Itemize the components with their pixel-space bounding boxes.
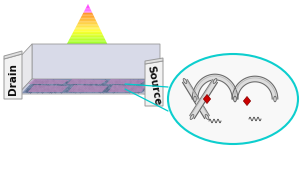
Polygon shape [87,4,89,5]
Polygon shape [145,58,163,64]
Polygon shape [203,94,211,104]
Polygon shape [57,60,116,62]
Polygon shape [183,80,209,119]
Polygon shape [22,79,157,93]
Ellipse shape [234,96,236,102]
Polygon shape [67,79,107,84]
Polygon shape [61,53,112,55]
Polygon shape [47,81,126,82]
Polygon shape [65,46,109,47]
Polygon shape [44,85,128,87]
Polygon shape [18,79,160,94]
Polygon shape [106,79,146,84]
Polygon shape [63,49,110,50]
Polygon shape [243,97,251,105]
Polygon shape [57,62,117,64]
Polygon shape [52,71,121,72]
Polygon shape [80,17,95,19]
Polygon shape [192,74,238,99]
Polygon shape [72,33,103,34]
Ellipse shape [234,96,236,102]
Text: Source: Source [145,64,162,106]
Polygon shape [51,72,122,74]
Polygon shape [86,7,90,8]
Polygon shape [70,36,104,37]
Polygon shape [84,10,92,11]
Ellipse shape [190,115,194,119]
Polygon shape [73,32,102,33]
Polygon shape [4,54,22,99]
Polygon shape [74,29,101,30]
Polygon shape [145,61,163,106]
Polygon shape [68,40,106,42]
Polygon shape [63,50,111,52]
Polygon shape [50,75,123,77]
Polygon shape [190,80,217,119]
Ellipse shape [168,54,298,144]
Polygon shape [45,84,127,85]
Polygon shape [55,65,118,66]
Polygon shape [18,44,32,94]
Polygon shape [32,44,160,94]
Polygon shape [71,34,103,36]
Polygon shape [68,85,108,92]
Polygon shape [76,24,98,26]
Polygon shape [83,13,93,14]
Ellipse shape [183,78,187,84]
Polygon shape [75,27,100,29]
Polygon shape [77,23,98,24]
Polygon shape [4,51,22,59]
Polygon shape [28,79,69,84]
Polygon shape [59,58,115,59]
Polygon shape [69,39,105,40]
Polygon shape [62,52,112,53]
Polygon shape [78,21,97,23]
Polygon shape [85,8,91,10]
Polygon shape [48,78,125,79]
Ellipse shape [194,96,196,102]
Polygon shape [54,66,119,68]
Polygon shape [58,59,115,60]
Polygon shape [70,37,105,39]
Polygon shape [44,87,128,88]
Polygon shape [49,77,124,78]
Text: Drain: Drain [8,63,18,95]
Polygon shape [67,43,108,45]
Polygon shape [108,85,146,92]
Polygon shape [47,79,125,81]
Polygon shape [82,14,94,16]
Polygon shape [64,47,110,49]
Polygon shape [66,45,108,46]
Polygon shape [83,11,92,13]
Polygon shape [54,68,119,69]
Polygon shape [50,74,122,75]
Polygon shape [81,16,94,17]
Polygon shape [28,85,68,92]
Polygon shape [79,20,96,21]
Polygon shape [80,19,96,20]
Polygon shape [56,64,117,65]
Ellipse shape [213,79,217,84]
Ellipse shape [274,96,276,102]
Polygon shape [60,56,114,58]
Polygon shape [60,55,113,56]
Polygon shape [232,76,278,99]
Polygon shape [46,82,126,84]
Polygon shape [86,5,89,7]
Polygon shape [76,26,99,27]
Polygon shape [42,90,130,91]
Polygon shape [67,42,107,43]
Polygon shape [73,30,101,32]
Polygon shape [53,69,120,71]
Ellipse shape [205,115,209,119]
Polygon shape [43,88,129,90]
